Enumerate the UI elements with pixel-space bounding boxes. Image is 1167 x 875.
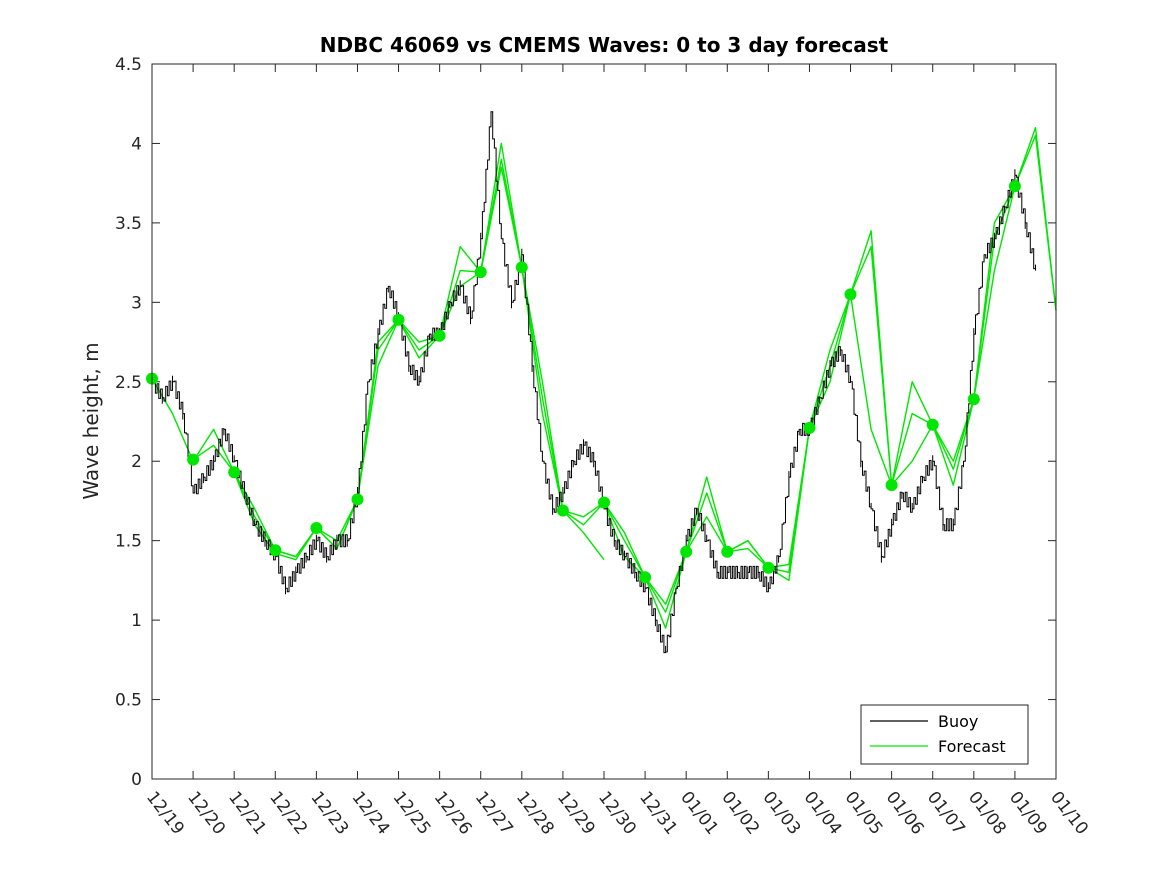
y-axis: 0 0.5 1 1.5 2 2.5 3 3.5 4 4.5	[115, 55, 1056, 790]
forecast-start-marker	[680, 545, 693, 558]
buoy-series	[152, 111, 1036, 654]
forecast-start-marker	[598, 496, 610, 509]
forecast-line	[480, 166, 605, 561]
forecast-start-marker	[310, 522, 323, 534]
forecast-line	[808, 245, 934, 486]
legend-buoy-label: Buoy	[938, 712, 978, 731]
forecast-start-marker	[187, 453, 200, 466]
forecast-line	[562, 501, 687, 629]
y-tick-label: 4	[131, 134, 142, 154]
forecast-start-marker	[721, 545, 734, 558]
forecast-line	[438, 142, 564, 511]
forecast-start-marker	[474, 266, 487, 279]
y-tick-label: 2	[131, 452, 142, 472]
y-tick-label: 0	[131, 770, 142, 790]
forecast-start-marker	[269, 544, 282, 557]
y-tick-label: 1	[131, 611, 142, 631]
forecast-start-marker	[351, 493, 364, 506]
y-tick-label: 0.5	[115, 691, 142, 711]
axes-box	[151, 63, 1057, 780]
chart-title: NDBC 46069 vs CMEMS Waves: 0 to 3 day fo…	[320, 33, 889, 57]
forecast-line	[151, 378, 276, 551]
forecast-line	[932, 126, 1057, 462]
y-tick-label: 3	[131, 293, 142, 313]
y-tick-label: 1.5	[115, 532, 142, 552]
forecast-start-marker	[885, 479, 898, 492]
forecast-line	[397, 158, 523, 343]
y-tick-label: 2.5	[115, 373, 142, 393]
forecast-start-marker	[1008, 180, 1021, 193]
y-tick-label: 3.5	[115, 214, 142, 234]
y-axis-label: Wave height, m	[79, 342, 103, 499]
buoy-line	[152, 111, 1036, 654]
forecast-start-marker	[762, 561, 775, 574]
forecast-start-markers	[146, 180, 1021, 584]
forecast-line	[603, 476, 728, 613]
forecast-start-marker	[228, 466, 241, 479]
forecast-line	[890, 185, 1016, 486]
legend: Buoy Forecast	[860, 704, 1029, 765]
legend-forecast-label: Forecast	[938, 737, 1006, 756]
forecast-start-marker	[556, 504, 569, 517]
forecast-line	[849, 230, 975, 486]
forecast-start-marker	[515, 261, 528, 274]
forecast-start-marker	[926, 418, 939, 431]
legend-box	[860, 704, 1029, 765]
forecast-start-marker	[844, 288, 857, 301]
forecast-start-marker	[639, 571, 652, 584]
axes-background	[152, 64, 1056, 779]
forecast-line	[726, 294, 852, 582]
forecast-start-marker	[392, 313, 405, 326]
y-tick-label: 4.5	[115, 55, 142, 75]
forecast-start-marker	[803, 421, 816, 434]
forecast-start-marker	[433, 329, 446, 342]
forecast-start-marker	[967, 393, 980, 406]
forecast-line	[685, 427, 811, 574]
